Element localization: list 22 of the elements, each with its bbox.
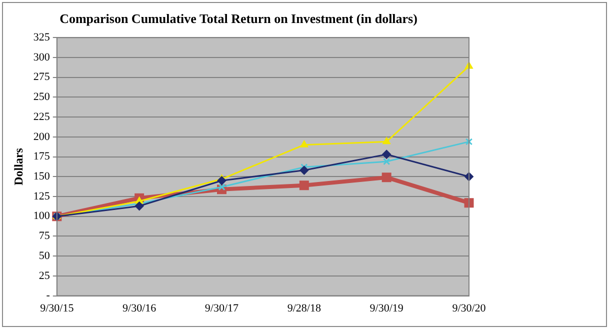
y-tick-label: 175: [33, 150, 50, 163]
y-tick-label: 325: [33, 31, 50, 44]
y-tick-label: 200: [33, 130, 50, 143]
x-tick-label: 9/30/20: [452, 302, 486, 314]
y-tick-label: 150: [33, 170, 50, 183]
y-tick-label: 25: [38, 270, 50, 282]
y-tick-label: 225: [33, 110, 50, 123]
y-axis-title: Dollars: [11, 148, 26, 186]
x-tick-label: 9/30/16: [122, 302, 157, 314]
y-tick-label: 100: [33, 210, 50, 222]
y-tick-label: 125: [33, 190, 50, 202]
y-tick-label: 250: [33, 91, 50, 104]
x-tick-label: 9/28/18: [287, 302, 322, 314]
x-tick-label: 9/30/15: [40, 302, 74, 314]
chart-title: Comparison Cumulative Total Return on Investment (in dollars): [60, 11, 418, 26]
x-tick-label: 9/30/17: [204, 302, 240, 314]
y-tick-label: -: [46, 290, 50, 302]
x-tick-label: 9/30/19: [370, 302, 404, 314]
y-tick-label: 50: [38, 250, 50, 262]
y-tick-label: 300: [33, 51, 50, 64]
y-tick-label: 275: [33, 71, 50, 84]
y-tick-label: 75: [38, 230, 50, 242]
